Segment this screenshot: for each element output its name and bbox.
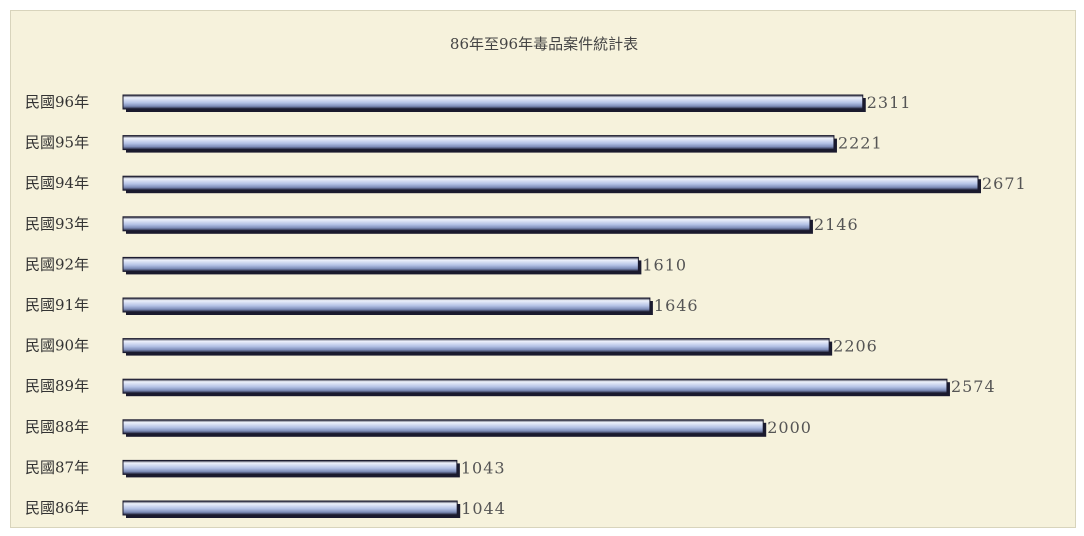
bar [122,459,458,475]
bars-group: 民國96年 2311 民國95年 2221 民國94年 2671 民國93年 2146 民國92… [25,93,1027,518]
category-label: 民國86年 [25,499,89,517]
bar [122,256,639,272]
category-label: 民國91年 [25,296,89,314]
value-label: 1646 [654,296,699,315]
category-label: 民國92年 [25,255,89,273]
bar [122,419,764,435]
bar [122,94,864,110]
category-label: 民國95年 [25,134,89,152]
bar [122,135,835,151]
value-label: 2221 [838,134,883,153]
bar [122,297,651,313]
value-label: 2574 [951,377,996,396]
category-label: 民國93年 [25,215,89,233]
bar [122,216,811,232]
bar [122,175,979,191]
category-label: 民國88年 [25,418,89,436]
value-label: 2311 [867,93,912,112]
bar-chart: 86年至96年毒品案件統計表 民國96年 2311 民國95年 2221 民國94年 26… [25,35,1027,518]
chart-title: 86年至96年毒品案件統計表 [450,35,638,53]
category-label: 民國89年 [25,377,89,395]
value-label: 1043 [461,458,506,477]
category-label: 民國96年 [25,93,89,111]
category-label: 民國90年 [25,337,89,355]
value-label: 2000 [767,418,812,437]
value-label: 1044 [461,499,506,518]
category-label: 民國94年 [25,174,89,192]
bar [122,378,948,394]
value-label: 2671 [982,174,1027,193]
value-label: 2146 [814,215,859,234]
bar [122,500,458,516]
bar [122,338,830,354]
value-label: 2206 [833,337,878,356]
value-label: 1610 [642,255,687,274]
chart-frame: 86年至96年毒品案件統計表 民國96年 2311 民國95年 2221 民國94年 26… [10,10,1076,528]
category-label: 民國87年 [25,458,89,476]
